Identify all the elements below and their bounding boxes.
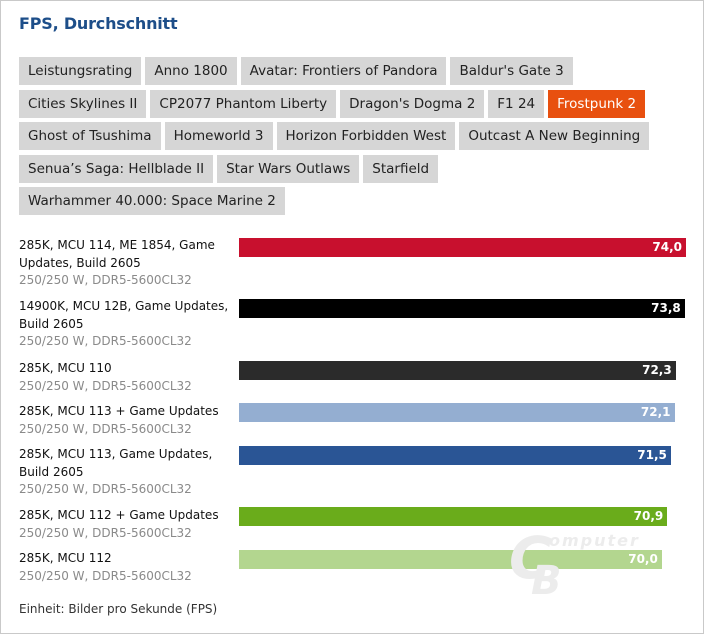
- bar-sublabel: 250/250 W, DDR5-5600CL32: [19, 334, 192, 348]
- tab-row: Senua’s Saga: Hellblade II Star Wars Outl…: [19, 154, 687, 183]
- bar-label: 285K, MCU 113, Game Updates, Build 2605: [19, 447, 213, 479]
- tab-warhammer-40-000-space-marine-2[interactable]: Warhammer 40.000: Space Marine 2: [19, 187, 285, 215]
- tab-avatar-frontiers-of-pandora[interactable]: Avatar: Frontiers of Pandora: [240, 57, 447, 85]
- bar-value-label: 71,5: [637, 448, 667, 462]
- chart-title: FPS, Durchschnitt: [19, 14, 178, 33]
- bar-value-label: 72,1: [640, 405, 671, 419]
- bar-label: 285K, MCU 112 + Game Updates: [19, 508, 219, 522]
- tab-starfield[interactable]: Starfield: [363, 154, 439, 183]
- tab-horizon-forbidden-west[interactable]: Horizon Forbidden West: [276, 122, 456, 150]
- tab-outcast-a-new-beginning[interactable]: Outcast A New Beginning: [459, 122, 650, 150]
- game-tabs: Leistungsrating Anno 1800 Avatar: Frontier…: [19, 57, 687, 220]
- tab-frostpunk-2[interactable]: Frostpunk 2: [548, 89, 646, 118]
- bar-value-label: 72,3: [642, 363, 672, 377]
- watermark-letter-b: B: [531, 558, 562, 604]
- bar-value-label: 70,9: [633, 509, 664, 523]
- tab-ghost-of-tsushima[interactable]: Ghost of Tsushima: [19, 122, 161, 150]
- bar: 72,1: [239, 403, 675, 422]
- unit-label: Einheit: Bilder pro Sekunde (FPS): [19, 602, 218, 616]
- bar: 71,5: [239, 446, 671, 465]
- bar-label: 285K, MCU 110: [19, 361, 112, 375]
- bar-sublabel: 250/250 W, DDR5-5600CL32: [19, 273, 192, 287]
- bar-label: 285K, MCU 113 + Game Updates: [19, 404, 219, 418]
- bar-label: 285K, MCU 114, ME 1854, Game Updates, Bu…: [19, 238, 215, 270]
- bar-chart: 285K, MCU 114, ME 1854, Game Updates, Bu…: [1, 231, 704, 591]
- bar-value-label: 73,8: [651, 301, 681, 315]
- tab-row: Leistungsrating Anno 1800 Avatar: Frontier…: [19, 57, 687, 85]
- bar-sublabel: 250/250 W, DDR5-5600CL32: [19, 568, 192, 583]
- tab-anno-1800[interactable]: Anno 1800: [145, 57, 237, 85]
- watermark-letter-c: C: [509, 524, 552, 592]
- tab-baldur-s-gate-3[interactable]: Baldur's Gate 3: [450, 57, 573, 85]
- bar: 70,0: [239, 550, 662, 569]
- bar-label: 285K, MCU 112: [19, 551, 112, 565]
- tab-star-wars-outlaws[interactable]: Star Wars Outlaws: [217, 154, 360, 183]
- bar: 74,0: [239, 238, 686, 257]
- bar: 70,9: [239, 507, 668, 526]
- tab-cp2077-phantom-liberty[interactable]: CP2077 Phantom Liberty: [150, 89, 337, 118]
- bar-value-label: 74,0: [652, 240, 682, 254]
- tab-row: Ghost of Tsushima Homeworld 3 Horizon Forb…: [19, 122, 687, 150]
- tab-f1-24[interactable]: F1 24: [488, 89, 545, 118]
- bar-value-label: 70,0: [628, 552, 658, 566]
- tab-leistungsrating[interactable]: Leistungsrating: [19, 57, 142, 85]
- tab-row: Cities Skylines II CP2077 Phantom Liberty…: [19, 89, 687, 118]
- bar-sublabel: 250/250 W, DDR5-5600CL32: [19, 421, 192, 436]
- bar: 72,3: [239, 361, 676, 380]
- watermark-text-omputer: omputer: [549, 531, 640, 550]
- tab-dragon-s-dogma-2[interactable]: Dragon's Dogma 2: [340, 89, 485, 118]
- bar: 73,8: [239, 299, 685, 318]
- tab-homeworld-3[interactable]: Homeworld 3: [164, 122, 273, 150]
- bar-label: 14900K, MCU 12B, Game Updates, Build 260…: [19, 299, 229, 331]
- bar-sublabel: 250/250 W, DDR5-5600CL32: [19, 525, 192, 540]
- bar-sublabel: 250/250 W, DDR5-5600CL32: [19, 482, 192, 496]
- bar-sublabel: 250/250 W, DDR5-5600CL32: [19, 378, 192, 393]
- tab-senua-s-saga-hellblade-ii[interactable]: Senua’s Saga: Hellblade II: [19, 154, 214, 183]
- tab-cities-skylines-ii[interactable]: Cities Skylines II: [19, 89, 147, 118]
- tab-row: Warhammer 40.000: Space Marine 2: [19, 187, 687, 215]
- computerbase-watermark: C omputer B: [509, 529, 679, 609]
